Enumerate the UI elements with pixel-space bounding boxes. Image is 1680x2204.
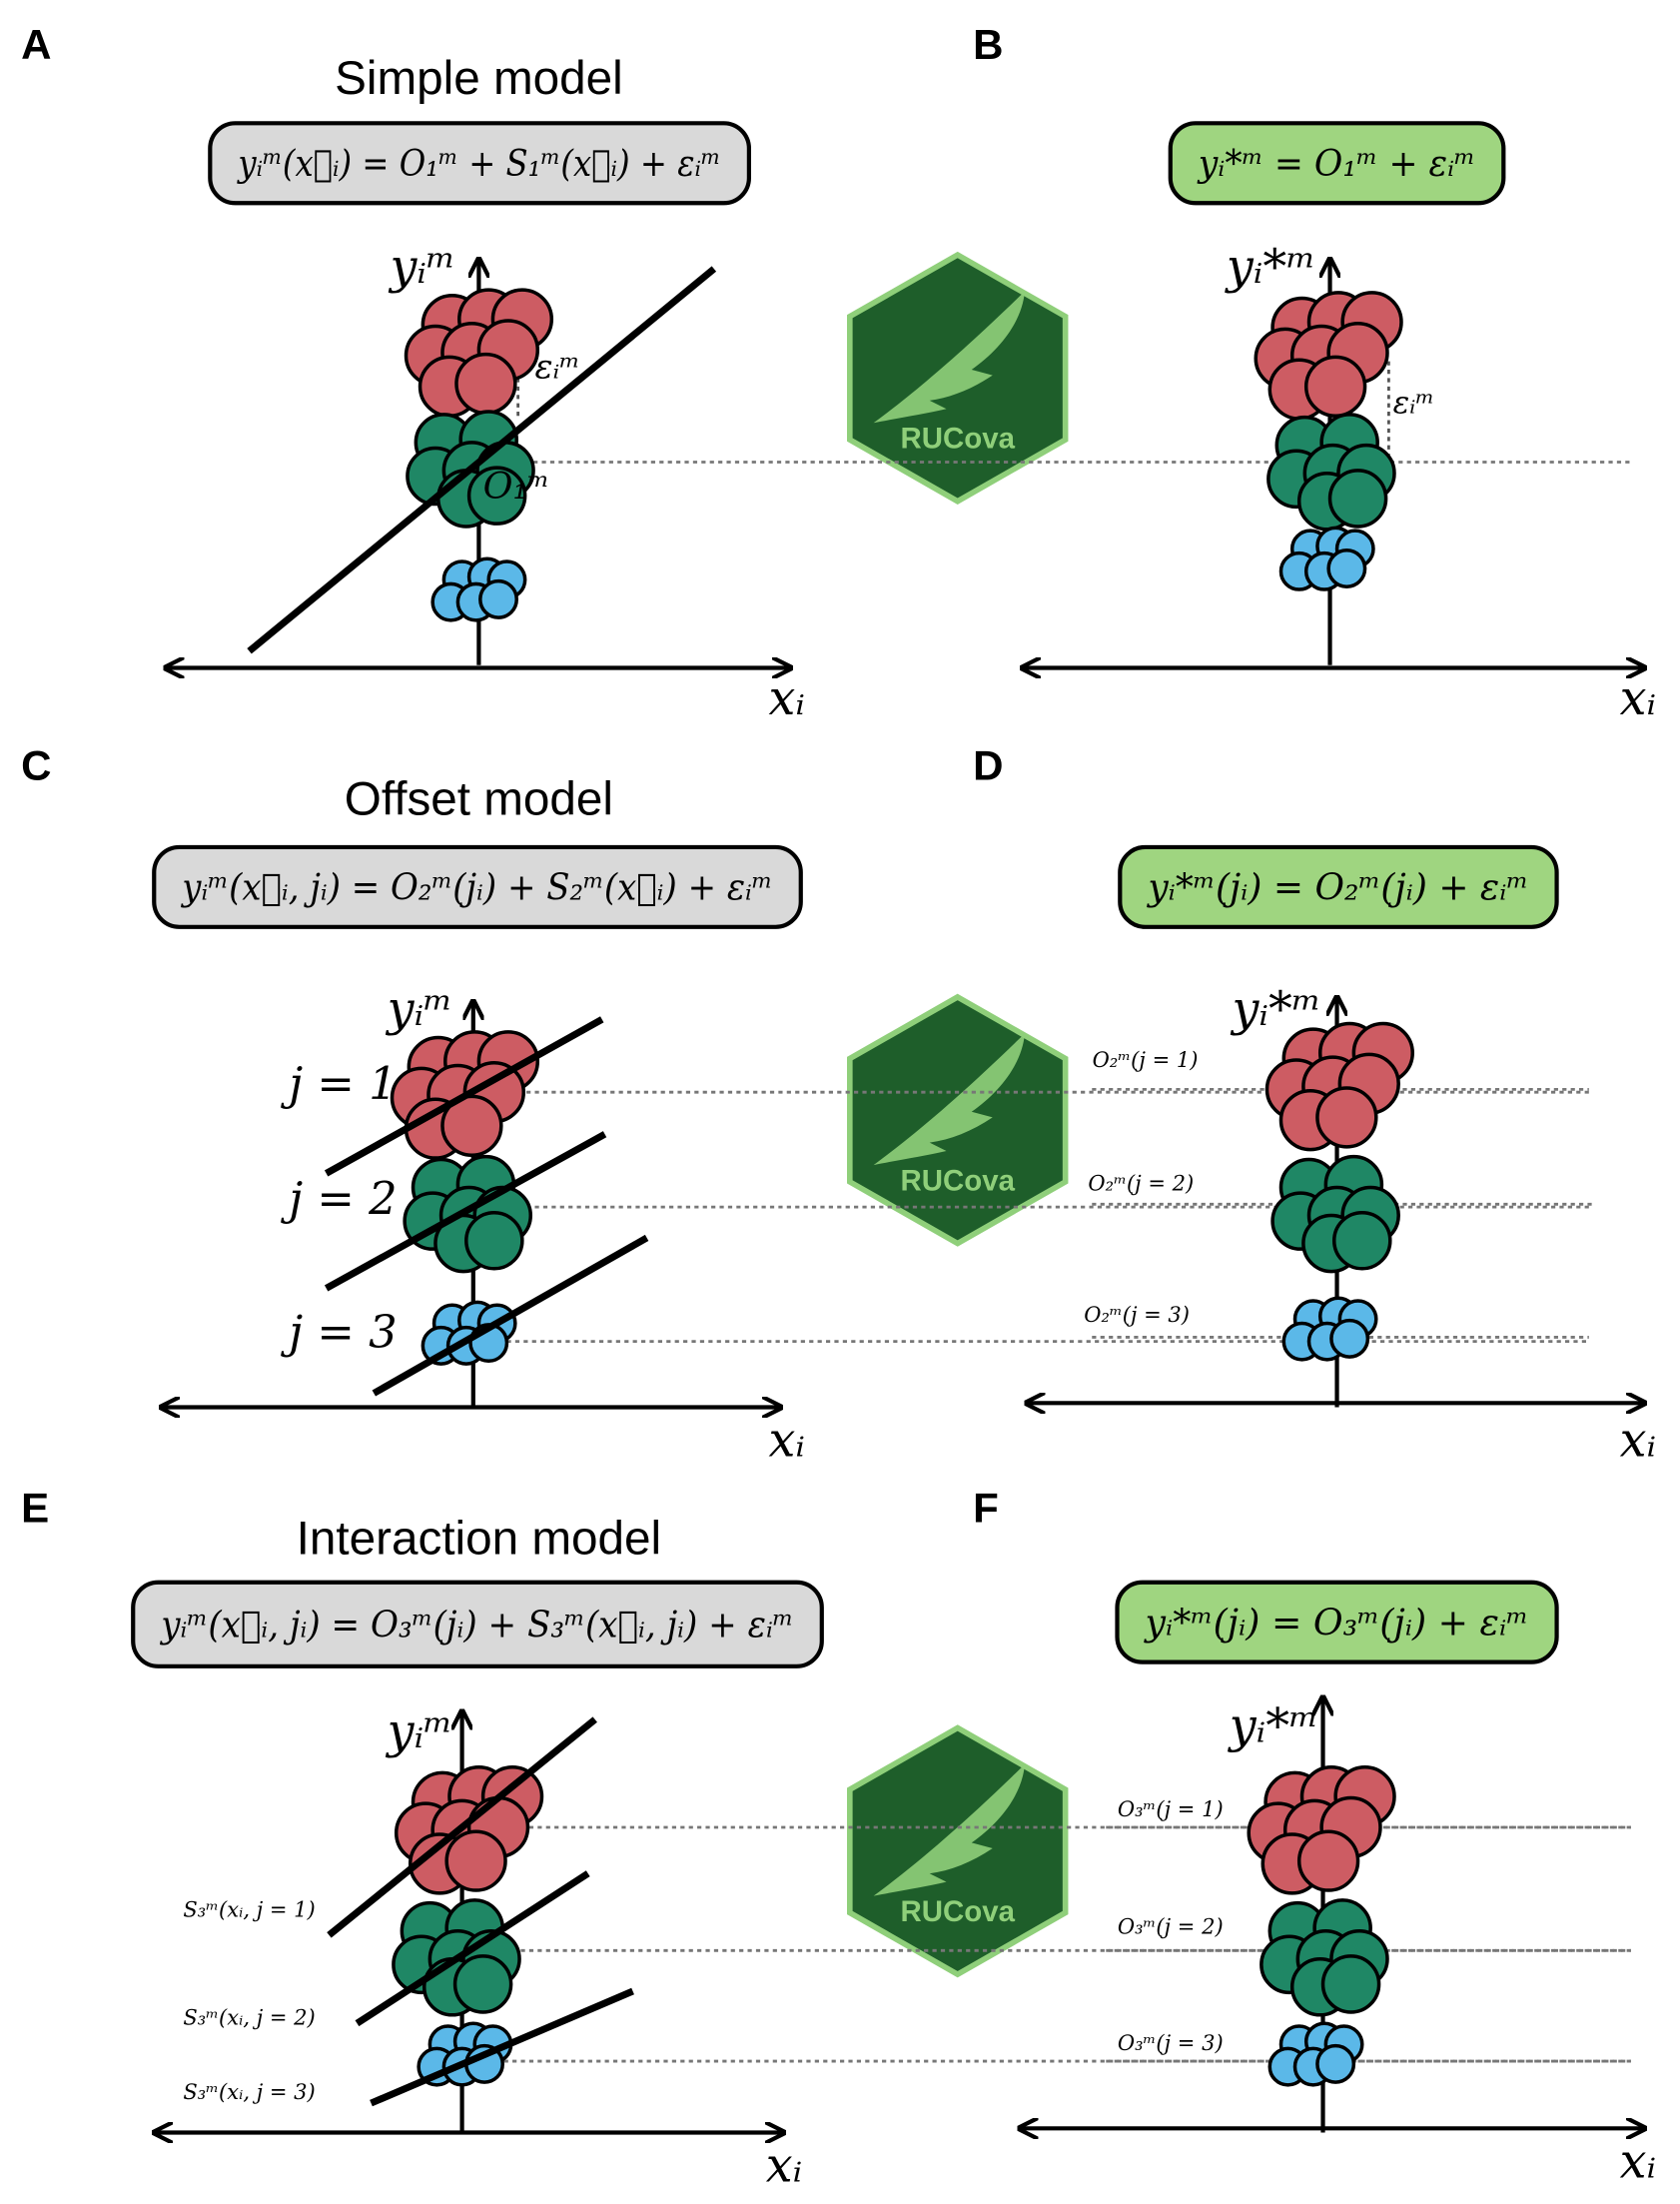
panel-letter: A: [21, 21, 51, 68]
data-point: [1315, 1086, 1378, 1149]
annotation: O₁ᵐ: [483, 465, 550, 508]
data-point: [466, 466, 527, 526]
formula-box: [152, 844, 803, 929]
formula: yᵢᵐ(x⃗ᵢ, jᵢ) = O₃ᵐ(jᵢ) + S₃ᵐ(x⃗ᵢ, jᵢ) + …: [159, 1603, 793, 1646]
data-point: [1315, 2043, 1356, 2084]
data-point: [478, 578, 518, 619]
y-axis-label: yᵢ*ᵐ: [1231, 982, 1322, 1037]
panel-letter: D: [973, 742, 1003, 789]
formula-box: [131, 1580, 824, 1668]
data-point: [1327, 469, 1388, 529]
logo-text: RUCova: [901, 1164, 1016, 1197]
y-axis-label: yᵢᵐ: [386, 1704, 453, 1759]
formula-box: [1115, 1580, 1559, 1664]
data-point: [440, 1094, 503, 1158]
y-axis-label: yᵢᵐ: [388, 240, 455, 295]
data-point: [1326, 549, 1367, 588]
annotation: j = 2: [280, 1172, 397, 1225]
data-point: [454, 352, 517, 416]
panel-title: Offset model: [345, 773, 613, 826]
x-axis-label: xᵢ: [769, 671, 805, 726]
fit-line: [324, 1131, 607, 1292]
data-point: [1296, 1829, 1360, 1892]
y-axis-label: yᵢᵐ: [386, 982, 453, 1037]
annotation: O₃ᵐ(j = 2): [1118, 1914, 1224, 1939]
panel-letter: E: [21, 1484, 49, 1531]
formula: yᵢ*ᵐ = O₁ᵐ + εᵢᵐ: [1197, 142, 1475, 185]
fit-line: [370, 1987, 634, 2107]
annotation: O₂ᵐ(j = 3): [1084, 1302, 1190, 1327]
formula-box: [1168, 121, 1506, 206]
annotation: O₂ᵐ(j = 2): [1088, 1170, 1194, 1195]
annotation: S₃ᵐ(xᵢ, j = 2): [183, 2005, 315, 2030]
data-point: [1303, 355, 1367, 419]
x-axis-label: xᵢ: [766, 2139, 802, 2194]
fit-line: [327, 1716, 597, 1938]
data-point: [444, 1829, 507, 1892]
annotation: j = 1: [280, 1057, 397, 1110]
annotation: S₃ᵐ(xᵢ, j = 3): [183, 2079, 315, 2104]
formula-box: [1118, 844, 1559, 929]
data-point: [1320, 1954, 1381, 2014]
annotation: εᵢᵐ: [1393, 385, 1435, 421]
formula: yᵢ*ᵐ(jᵢ) = O₂ᵐ(jᵢ) + εᵢᵐ: [1146, 865, 1528, 908]
fit-line: [324, 1016, 604, 1177]
annotation: O₃ᵐ(j = 3): [1118, 2030, 1224, 2055]
panel-title: Simple model: [335, 52, 623, 105]
panel-letter: C: [21, 742, 51, 789]
y-axis-label: yᵢ*ᵐ: [1228, 1698, 1319, 1753]
x-axis-label: xᵢ: [1620, 2134, 1656, 2189]
x-axis-label: xᵢ: [769, 1414, 805, 1469]
logo: RUCova: [847, 251, 1069, 505]
formula: yᵢᵐ(x⃗ᵢ, jᵢ) = O₂ᵐ(jᵢ) + S₂ᵐ(x⃗ᵢ) + εᵢᵐ: [180, 865, 772, 908]
x-axis-label: xᵢ: [1620, 1414, 1656, 1469]
annotation: O₂ᵐ(j = 1): [1093, 1047, 1199, 1072]
formula: yᵢ*ᵐ(jᵢ) = O₃ᵐ(jᵢ) + εᵢᵐ: [1144, 1601, 1529, 1644]
panel-letter: B: [973, 21, 1003, 68]
data-point: [1331, 1210, 1392, 1271]
logo: RUCova: [847, 993, 1069, 1247]
annotation: j = 3: [280, 1305, 397, 1358]
fit-line: [372, 1234, 649, 1397]
logo-text: RUCova: [901, 422, 1016, 455]
data-point: [452, 1954, 513, 2014]
fit-line: [355, 1870, 590, 2027]
formula: yᵢᵐ(x⃗ᵢ) = O₁ᵐ + S₁ᵐ(x⃗ᵢ) + εᵢᵐ: [237, 142, 721, 185]
x-axis-label: xᵢ: [1620, 671, 1656, 726]
annotation: O₃ᵐ(j = 1): [1118, 1796, 1224, 1821]
annotation: εᵢᵐ: [534, 347, 579, 386]
fit-line: [247, 266, 717, 654]
panel-letter: F: [973, 1484, 999, 1531]
logo-text: RUCova: [901, 1895, 1016, 1928]
logo: RUCova: [847, 1724, 1069, 1978]
data-point: [1329, 1318, 1370, 1359]
annotation: S₃ᵐ(xᵢ, j = 1): [183, 1897, 315, 1922]
panel-title: Interaction model: [297, 1513, 661, 1566]
y-axis-label: yᵢ*ᵐ: [1225, 240, 1316, 295]
formula-box: [208, 121, 752, 206]
data-point: [464, 1210, 524, 1271]
